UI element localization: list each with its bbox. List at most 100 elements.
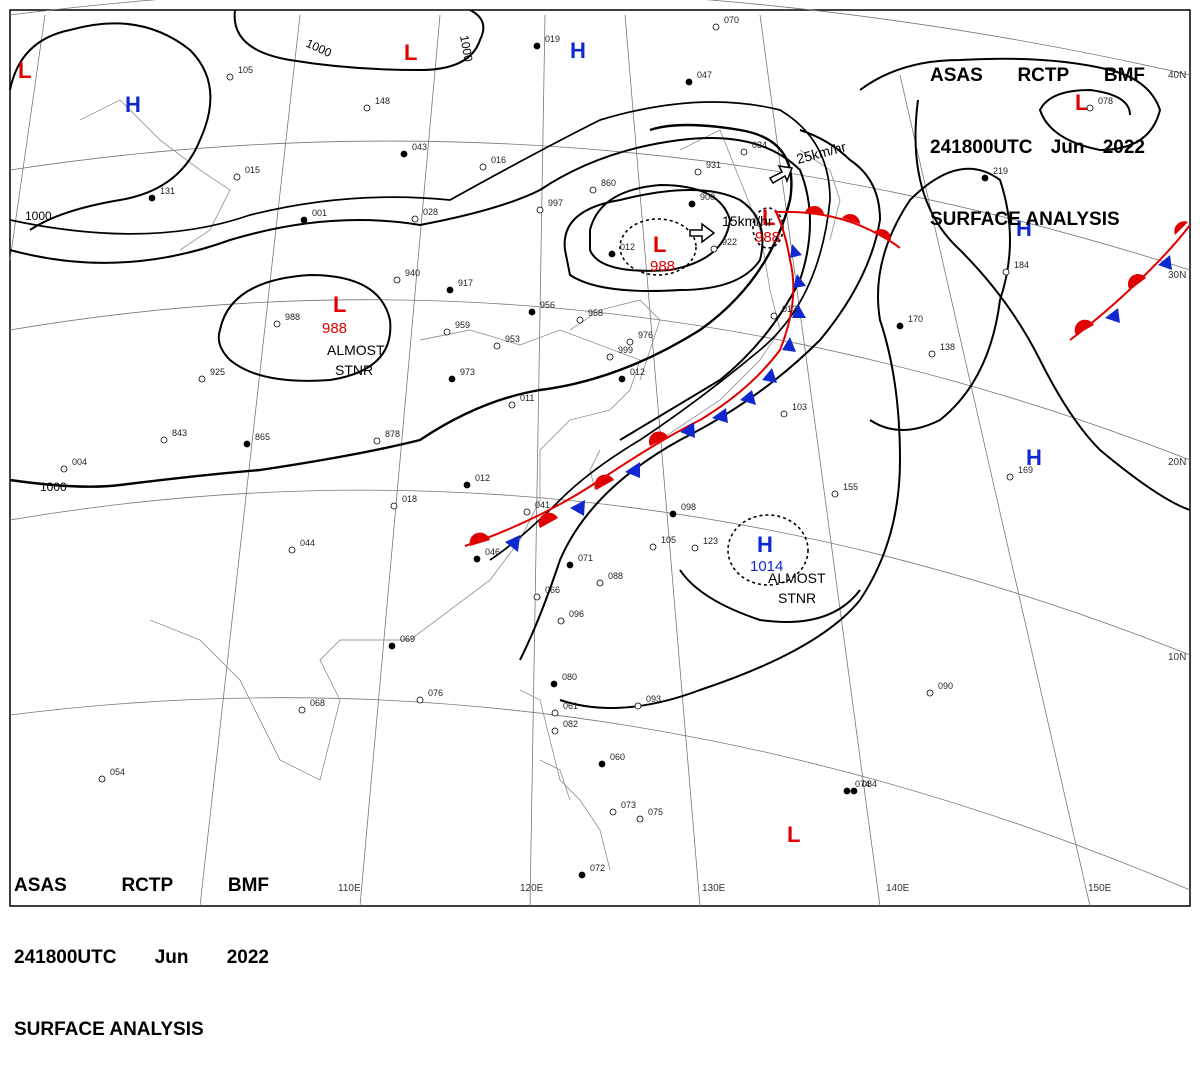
station-marker [626, 338, 634, 346]
lon-label: 120E [520, 883, 544, 894]
station-marker [551, 709, 559, 717]
station-marker [198, 375, 206, 383]
front-far-east [1069, 221, 1191, 341]
longitude-axis-labels: 110E 120E 130E 140E 150E [338, 883, 1112, 894]
station-marker [557, 617, 565, 625]
station-pressure-value: 103 [792, 402, 807, 412]
lon-label: 140E [886, 883, 910, 894]
station-pressure-value: 069 [400, 634, 415, 644]
station-pressure-value: 953 [505, 334, 520, 344]
station-marker [473, 555, 481, 563]
station-marker [288, 546, 296, 554]
station-marker [160, 436, 168, 444]
station-pressure-value: 019 [545, 34, 560, 44]
station-marker [606, 353, 614, 361]
movement-arrows [689, 165, 794, 244]
station-marker [233, 173, 241, 181]
station-pressure-value: 047 [697, 70, 712, 80]
station-marker [60, 465, 68, 473]
lon-label: 130E [702, 883, 726, 894]
latitude-axis-labels: 40N 30N 20N 10N [1168, 70, 1186, 663]
station-pressure-value: 138 [940, 342, 955, 352]
high-center-marker: H [570, 38, 586, 63]
station-marker [710, 245, 718, 253]
station-marker [463, 481, 471, 489]
isobar-label: 1000 [40, 480, 67, 494]
station-marker [388, 642, 396, 650]
low-center-marker: L [653, 232, 666, 257]
station-marker [691, 544, 699, 552]
station-pressure-value: 004 [72, 457, 87, 467]
chart-title-top: ASAS RCTP BMF 241800UTC Jun 2022 SURFACE ANA… [930, 16, 1145, 256]
station-pressure-value: 093 [646, 694, 661, 704]
station-pressure-value: 061 [563, 701, 578, 711]
station-pressure-value: 925 [210, 367, 225, 377]
title-agency: ASAS [14, 875, 67, 896]
almost-stnr-west-line1: ALMOST [327, 342, 385, 358]
title-agency: ASAS [930, 65, 983, 86]
station-marker [649, 543, 657, 551]
station-marker [448, 375, 456, 383]
station-pressure-value: 013 [782, 304, 797, 314]
station-marker [780, 410, 788, 418]
station-marker [618, 375, 626, 383]
high-center-marker: H [757, 532, 773, 557]
station-marker [393, 276, 401, 284]
station-marker [533, 593, 541, 601]
station-pressure-value: 001 [312, 208, 327, 218]
title-month: Jun [1050, 137, 1085, 158]
station-pressure-value: 054 [110, 767, 125, 777]
station-marker [850, 787, 858, 795]
station-pressure-value: 184 [1014, 260, 1029, 270]
station-pressure-value: 068 [310, 698, 325, 708]
title-year: 2022 [226, 947, 269, 968]
station-pressure-value: 148 [375, 96, 390, 106]
station-marker [479, 163, 487, 171]
station-pressure-value: 922 [722, 237, 737, 247]
station-pressure-value: 015 [245, 165, 260, 175]
station-pressure-value: 219 [993, 166, 1008, 176]
station-marker [508, 401, 516, 409]
station-marker [98, 775, 106, 783]
title-month: Jun [154, 947, 189, 968]
station-pressure-value: 865 [255, 432, 270, 442]
station-pressure-value: 074 [855, 779, 870, 789]
station-marker [669, 510, 677, 518]
stationary-front [464, 209, 806, 552]
high-center-marker: H [125, 92, 141, 117]
station-marker [298, 706, 306, 714]
isobar-label: 1000 [457, 34, 475, 63]
isobars [9, 9, 1191, 709]
station-marker [226, 73, 234, 81]
station-marker [608, 250, 616, 258]
station-marker [551, 727, 559, 735]
station-pressure-value: 123 [703, 536, 718, 546]
station-pressure-value: 011 [520, 393, 534, 403]
station-pressure-value: 940 [405, 268, 420, 278]
lon-label: 110E [338, 883, 361, 894]
station-pressure-value: 098 [681, 502, 696, 512]
station-pressure-value: 012 [475, 473, 490, 483]
station-pressure-value: 071 [578, 553, 593, 563]
title-time: 241800UTC [14, 947, 117, 968]
isobar-label: 1000 [25, 209, 52, 223]
station-marker [576, 316, 584, 324]
low-center-marker: L [1075, 90, 1088, 115]
station-pressure-value: 931 [706, 160, 721, 170]
station-pressure-value: 900 [700, 192, 715, 202]
station-pressure-value: 084 [862, 779, 877, 789]
station-pressure-value: 080 [562, 672, 577, 682]
station-marker [1086, 104, 1094, 112]
station-pressure-value: 066 [545, 585, 560, 595]
station-marker [896, 322, 904, 330]
chart-title-bottom: ASAS RCTP BMF 241800UTC Jun 2022 SURFACE ANA… [14, 826, 269, 1066]
station-pressure-value: 959 [455, 320, 470, 330]
station-pressure-value: 169 [1018, 465, 1033, 475]
station-marker [589, 186, 597, 194]
station-marker [400, 150, 408, 158]
arrow-low-east [689, 222, 716, 244]
high-center-marker: H [1026, 445, 1042, 470]
station-observations: 019 940 988 917 959 953 973 878 843 865 004 925 012 0… [60, 15, 1113, 879]
station-marker [148, 194, 156, 202]
station-pressure-value: 843 [172, 428, 187, 438]
